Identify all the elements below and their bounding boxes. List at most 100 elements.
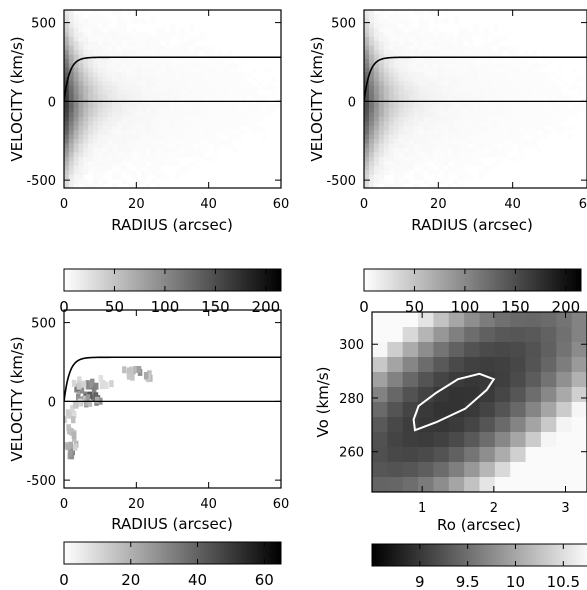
heatmap-cell xyxy=(117,161,123,167)
heatmap-cell xyxy=(487,81,494,87)
heatmap-cell xyxy=(179,76,185,82)
heatmap-cell xyxy=(388,90,395,95)
heatmap-cell xyxy=(487,112,494,118)
y-tick-label: -500 xyxy=(26,474,56,489)
heatmap-cell xyxy=(184,147,190,153)
heatmap-cell xyxy=(477,174,484,180)
heatmap-cell xyxy=(403,85,409,91)
heatmap-cell xyxy=(141,170,147,176)
heatmap-cell xyxy=(378,32,385,38)
heatmap-cell xyxy=(165,72,171,78)
heatmap-cell xyxy=(373,90,380,95)
heatmap-cell xyxy=(423,152,429,158)
heatmap-cell xyxy=(92,36,99,42)
colorbar xyxy=(371,543,587,567)
heatmap-cell xyxy=(522,72,528,78)
heatmap-cell xyxy=(540,462,557,478)
heatmap-cell xyxy=(136,165,142,171)
heatmap-cell xyxy=(364,147,370,153)
heatmap-cell xyxy=(174,63,181,69)
heatmap-cell xyxy=(64,18,70,24)
heatmap-cell xyxy=(107,90,113,95)
heatmap-cell xyxy=(393,72,400,78)
heatmap-cell xyxy=(102,90,108,95)
heatmap-cell xyxy=(78,165,84,171)
heatmap-cell xyxy=(150,107,157,113)
heatmap-cell xyxy=(68,125,75,131)
heatmap-cell xyxy=(458,90,464,95)
heatmap-cell xyxy=(525,447,542,463)
heatmap-cell xyxy=(266,112,272,118)
heatmap-cell xyxy=(373,27,380,33)
heatmap-cell xyxy=(112,139,118,144)
heatmap-cell xyxy=(107,147,113,153)
heatmap-cell xyxy=(64,36,70,42)
heatmap-cell xyxy=(418,76,424,82)
heatmap-cell xyxy=(92,32,99,38)
heatmap-cell xyxy=(413,125,419,131)
heatmap-cell xyxy=(179,94,185,100)
heatmap-cell xyxy=(223,125,229,131)
heatmap-cell xyxy=(398,85,405,91)
heatmap-cell xyxy=(155,156,161,162)
heatmap-cell xyxy=(542,81,548,87)
heatmap-cell xyxy=(160,76,166,82)
heatmap-cell xyxy=(398,107,405,113)
heatmap-cell xyxy=(78,10,84,15)
heatmap-cell xyxy=(492,107,499,113)
heatmap-cell xyxy=(102,72,108,78)
plot-frame xyxy=(363,9,587,189)
heatmap-cell xyxy=(562,81,568,87)
heatmap-cell xyxy=(73,41,79,46)
heatmap-cell xyxy=(458,170,464,176)
heatmap-cell xyxy=(165,121,171,127)
heatmap-cell xyxy=(150,81,157,87)
heatmap-cell xyxy=(438,179,444,184)
heatmap-cell xyxy=(477,50,484,55)
heatmap-cell xyxy=(65,443,71,451)
heatmap-cell xyxy=(126,50,132,55)
heatmap-cell xyxy=(458,63,464,69)
heatmap-cell xyxy=(107,112,113,118)
heatmap-cell xyxy=(413,76,419,82)
heatmap-cell xyxy=(364,10,370,15)
heatmap-cell xyxy=(364,183,370,188)
heatmap-cell xyxy=(64,76,70,82)
heatmap-cell xyxy=(184,81,190,87)
heatmap-cell xyxy=(473,130,479,135)
heatmap-cell xyxy=(97,72,103,78)
heatmap-cell xyxy=(199,81,205,87)
heatmap-cell xyxy=(477,143,484,149)
heatmap-cell xyxy=(492,58,499,64)
heatmap-cell xyxy=(68,90,75,95)
heatmap-cell xyxy=(88,18,94,24)
heatmap-cell xyxy=(418,18,424,24)
heatmap-cell xyxy=(170,125,176,131)
heatmap-cell xyxy=(413,36,419,42)
heatmap-cell xyxy=(368,147,375,153)
heatmap-cell xyxy=(179,72,185,78)
heatmap-cell xyxy=(448,36,454,42)
heatmap-cell xyxy=(463,103,469,109)
heatmap-cell xyxy=(136,45,142,51)
heatmap-cell xyxy=(443,18,449,24)
heatmap-cell xyxy=(155,103,161,109)
heatmap-cell xyxy=(189,152,195,158)
heatmap-cell xyxy=(378,23,385,29)
heatmap-cell xyxy=(227,121,234,127)
heatmap-cell xyxy=(107,143,113,149)
heatmap-cell xyxy=(97,112,103,118)
heatmap-cell xyxy=(428,58,434,64)
heatmap-cell xyxy=(532,103,538,109)
heatmap-cell xyxy=(453,90,459,95)
heatmap-cell xyxy=(102,112,108,118)
heatmap-cell xyxy=(387,477,404,492)
y-axis-label: VELOCITY (km/s) xyxy=(8,36,26,161)
heatmap-cell xyxy=(121,45,128,51)
heatmap-cell xyxy=(261,107,267,113)
heatmap-cell xyxy=(473,161,479,167)
heatmap-cell xyxy=(458,94,464,100)
heatmap-cell xyxy=(433,67,439,73)
